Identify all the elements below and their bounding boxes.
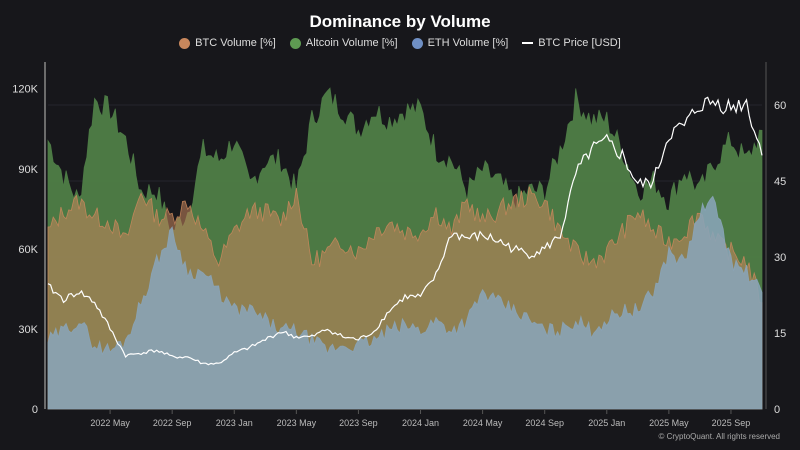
x-tick-label: 2023 Jan	[216, 418, 253, 428]
x-tick-label: 2024 May	[463, 418, 503, 428]
legend-label: BTC Price [USD]	[538, 37, 621, 49]
y-right-tick-label: 45	[774, 176, 786, 188]
y-left-tick-label: 60K	[18, 244, 38, 256]
x-tick-label: 2022 Sep	[153, 418, 192, 428]
x-tick-label: 2023 May	[277, 418, 317, 428]
legend-swatch	[522, 42, 534, 44]
x-tick-label: 2024 Jan	[402, 418, 439, 428]
legend-swatch	[179, 37, 191, 49]
y-right-tick-label: 0	[774, 404, 780, 416]
legend-label: Altcoin Volume [%]	[305, 37, 398, 49]
legend: BTC Volume [%] Altcoin Volume [%] ETH Vo…	[0, 37, 800, 49]
legend-item-btc-volume[interactable]: BTC Volume [%]	[179, 37, 276, 49]
legend-item-altcoin-volume[interactable]: Altcoin Volume [%]	[289, 37, 398, 49]
copyright-credit: © CryptoQuant. All rights reserved	[658, 432, 781, 441]
legend-label: BTC Volume [%]	[195, 37, 276, 49]
y-right-tick-label: 30	[774, 252, 786, 264]
x-tick-label: 2025 May	[649, 418, 689, 428]
y-left-tick-label: 0	[32, 404, 38, 416]
legend-swatch	[411, 37, 423, 49]
legend-item-btc-price[interactable]: BTC Price [USD]	[522, 37, 621, 49]
line-btc-price	[47, 96, 763, 366]
legend-label: ETH Volume [%]	[427, 37, 509, 49]
y-left-tick-label: 30K	[18, 324, 38, 336]
area-eth-volume	[47, 195, 763, 410]
legend-item-eth-volume[interactable]: ETH Volume [%]	[411, 37, 509, 49]
chart-title: Dominance by Volume	[309, 12, 491, 31]
x-tick-label: 2024 Sep	[525, 418, 564, 428]
x-tick-label: 2022 May	[90, 418, 130, 428]
x-tick-label: 2025 Jan	[588, 418, 625, 428]
y-right-tick-label: 60	[774, 100, 786, 112]
x-tick-label: 2025 Sep	[712, 418, 751, 428]
y-left-tick-label: 120K	[12, 84, 38, 96]
y-right-tick-label: 15	[774, 328, 786, 340]
y-left-tick-label: 90K	[18, 164, 38, 176]
x-tick-label: 2023 Sep	[339, 418, 378, 428]
legend-swatch	[289, 37, 301, 49]
